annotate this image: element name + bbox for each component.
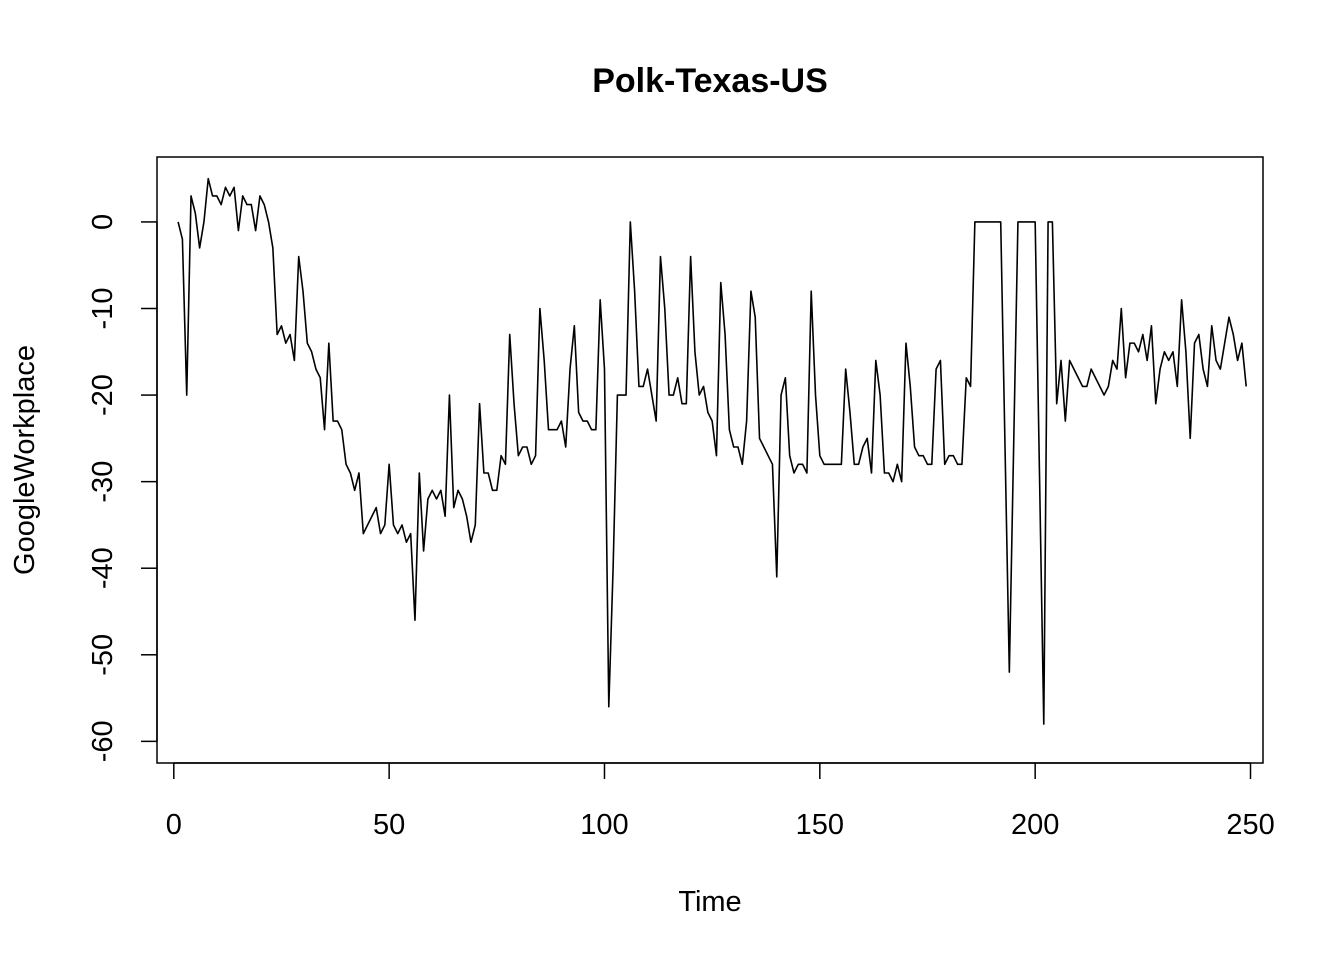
x-tick-label: 0 [166,809,182,841]
y-axis-label: GoogleWorkplace [9,345,41,575]
y-tick-label: -30 [87,461,119,503]
x-axis: 0 50 100 150 200 250 [166,763,1275,841]
y-tick-label: 0 [87,214,119,230]
y-tick-label: -40 [87,547,119,589]
x-tick-label: 150 [796,809,844,841]
chart-title: Polk-Texas-US [592,62,828,100]
y-tick-label: -20 [87,374,119,416]
x-axis-label: Time [678,886,741,918]
x-tick-label: 200 [1011,809,1059,841]
y-axis: 0 -10 -20 -30 -40 -50 -60 [87,214,157,762]
y-tick-label: -50 [87,634,119,676]
x-tick-label: 50 [373,809,405,841]
y-tick-label: -10 [87,288,119,330]
plot-frame [157,157,1263,763]
series-line [178,179,1246,724]
x-tick-label: 250 [1226,809,1274,841]
x-tick-label: 100 [580,809,628,841]
y-tick-label: -60 [87,720,119,762]
